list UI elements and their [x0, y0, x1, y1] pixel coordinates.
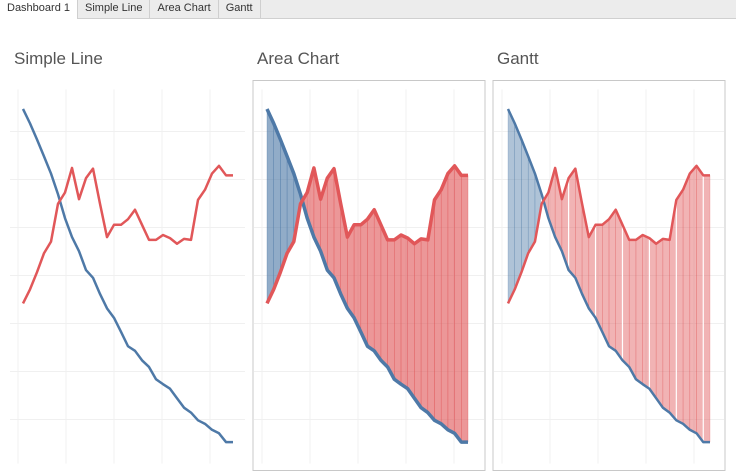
area-fill [662, 238, 670, 414]
area-fill [360, 218, 368, 347]
dashboard: Simple Line Area Chart Gantt [10, 49, 726, 471]
area-fill [703, 175, 711, 443]
area-fill [461, 175, 469, 443]
area-fill [353, 224, 362, 332]
area-fill [649, 237, 657, 399]
series-line [265, 108, 468, 444]
area-fill [642, 234, 650, 390]
area-fill [387, 239, 395, 380]
series-line [265, 164, 468, 305]
area-fill [521, 139, 529, 273]
series-line [506, 164, 710, 304]
area-fill [507, 108, 515, 304]
tab[interactable]: Gantt [219, 0, 261, 18]
area-fill [595, 224, 603, 332]
area-fill [602, 218, 610, 347]
area-fill [568, 167, 576, 279]
area-fill [628, 239, 637, 380]
area-fill [622, 224, 630, 368]
panel-title: Simple Line [14, 49, 103, 68]
area-fill [414, 238, 422, 409]
area-fill [440, 173, 449, 431]
area-fill [347, 224, 355, 319]
area-fill [273, 123, 281, 290]
area-fill [588, 224, 596, 319]
area-fill [266, 108, 274, 304]
area-fill [676, 188, 684, 425]
area-fill [514, 123, 522, 290]
area-fill [373, 209, 382, 362]
area-fill [434, 188, 442, 425]
area-fill [615, 209, 623, 362]
area-fill [394, 234, 402, 385]
series-line [21, 164, 233, 304]
area-fill [454, 165, 462, 443]
area-fill [367, 208, 375, 352]
area-fill [380, 224, 388, 368]
area-fill [682, 173, 691, 431]
tab[interactable]: Dashboard 1 [0, 0, 78, 19]
panel-title: Gantt [497, 49, 539, 68]
area-fill [635, 234, 643, 385]
series-line [506, 108, 710, 444]
area-fill [327, 167, 335, 279]
panel-title: Area Chart [257, 49, 339, 68]
tab-bar: Dashboard 1 Simple Line Area Chart Gantt [0, 0, 736, 19]
area-fill [689, 165, 697, 434]
area-fill [400, 234, 408, 390]
area-fill [447, 165, 455, 434]
area-fill [608, 208, 616, 352]
area-fill [407, 237, 415, 399]
area-fill [420, 238, 429, 414]
tab[interactable]: Simple Line [78, 0, 151, 18]
area-fill [696, 165, 704, 443]
series-line [21, 108, 233, 444]
tab[interactable]: Area Chart [150, 0, 219, 18]
area-fill [655, 238, 664, 409]
